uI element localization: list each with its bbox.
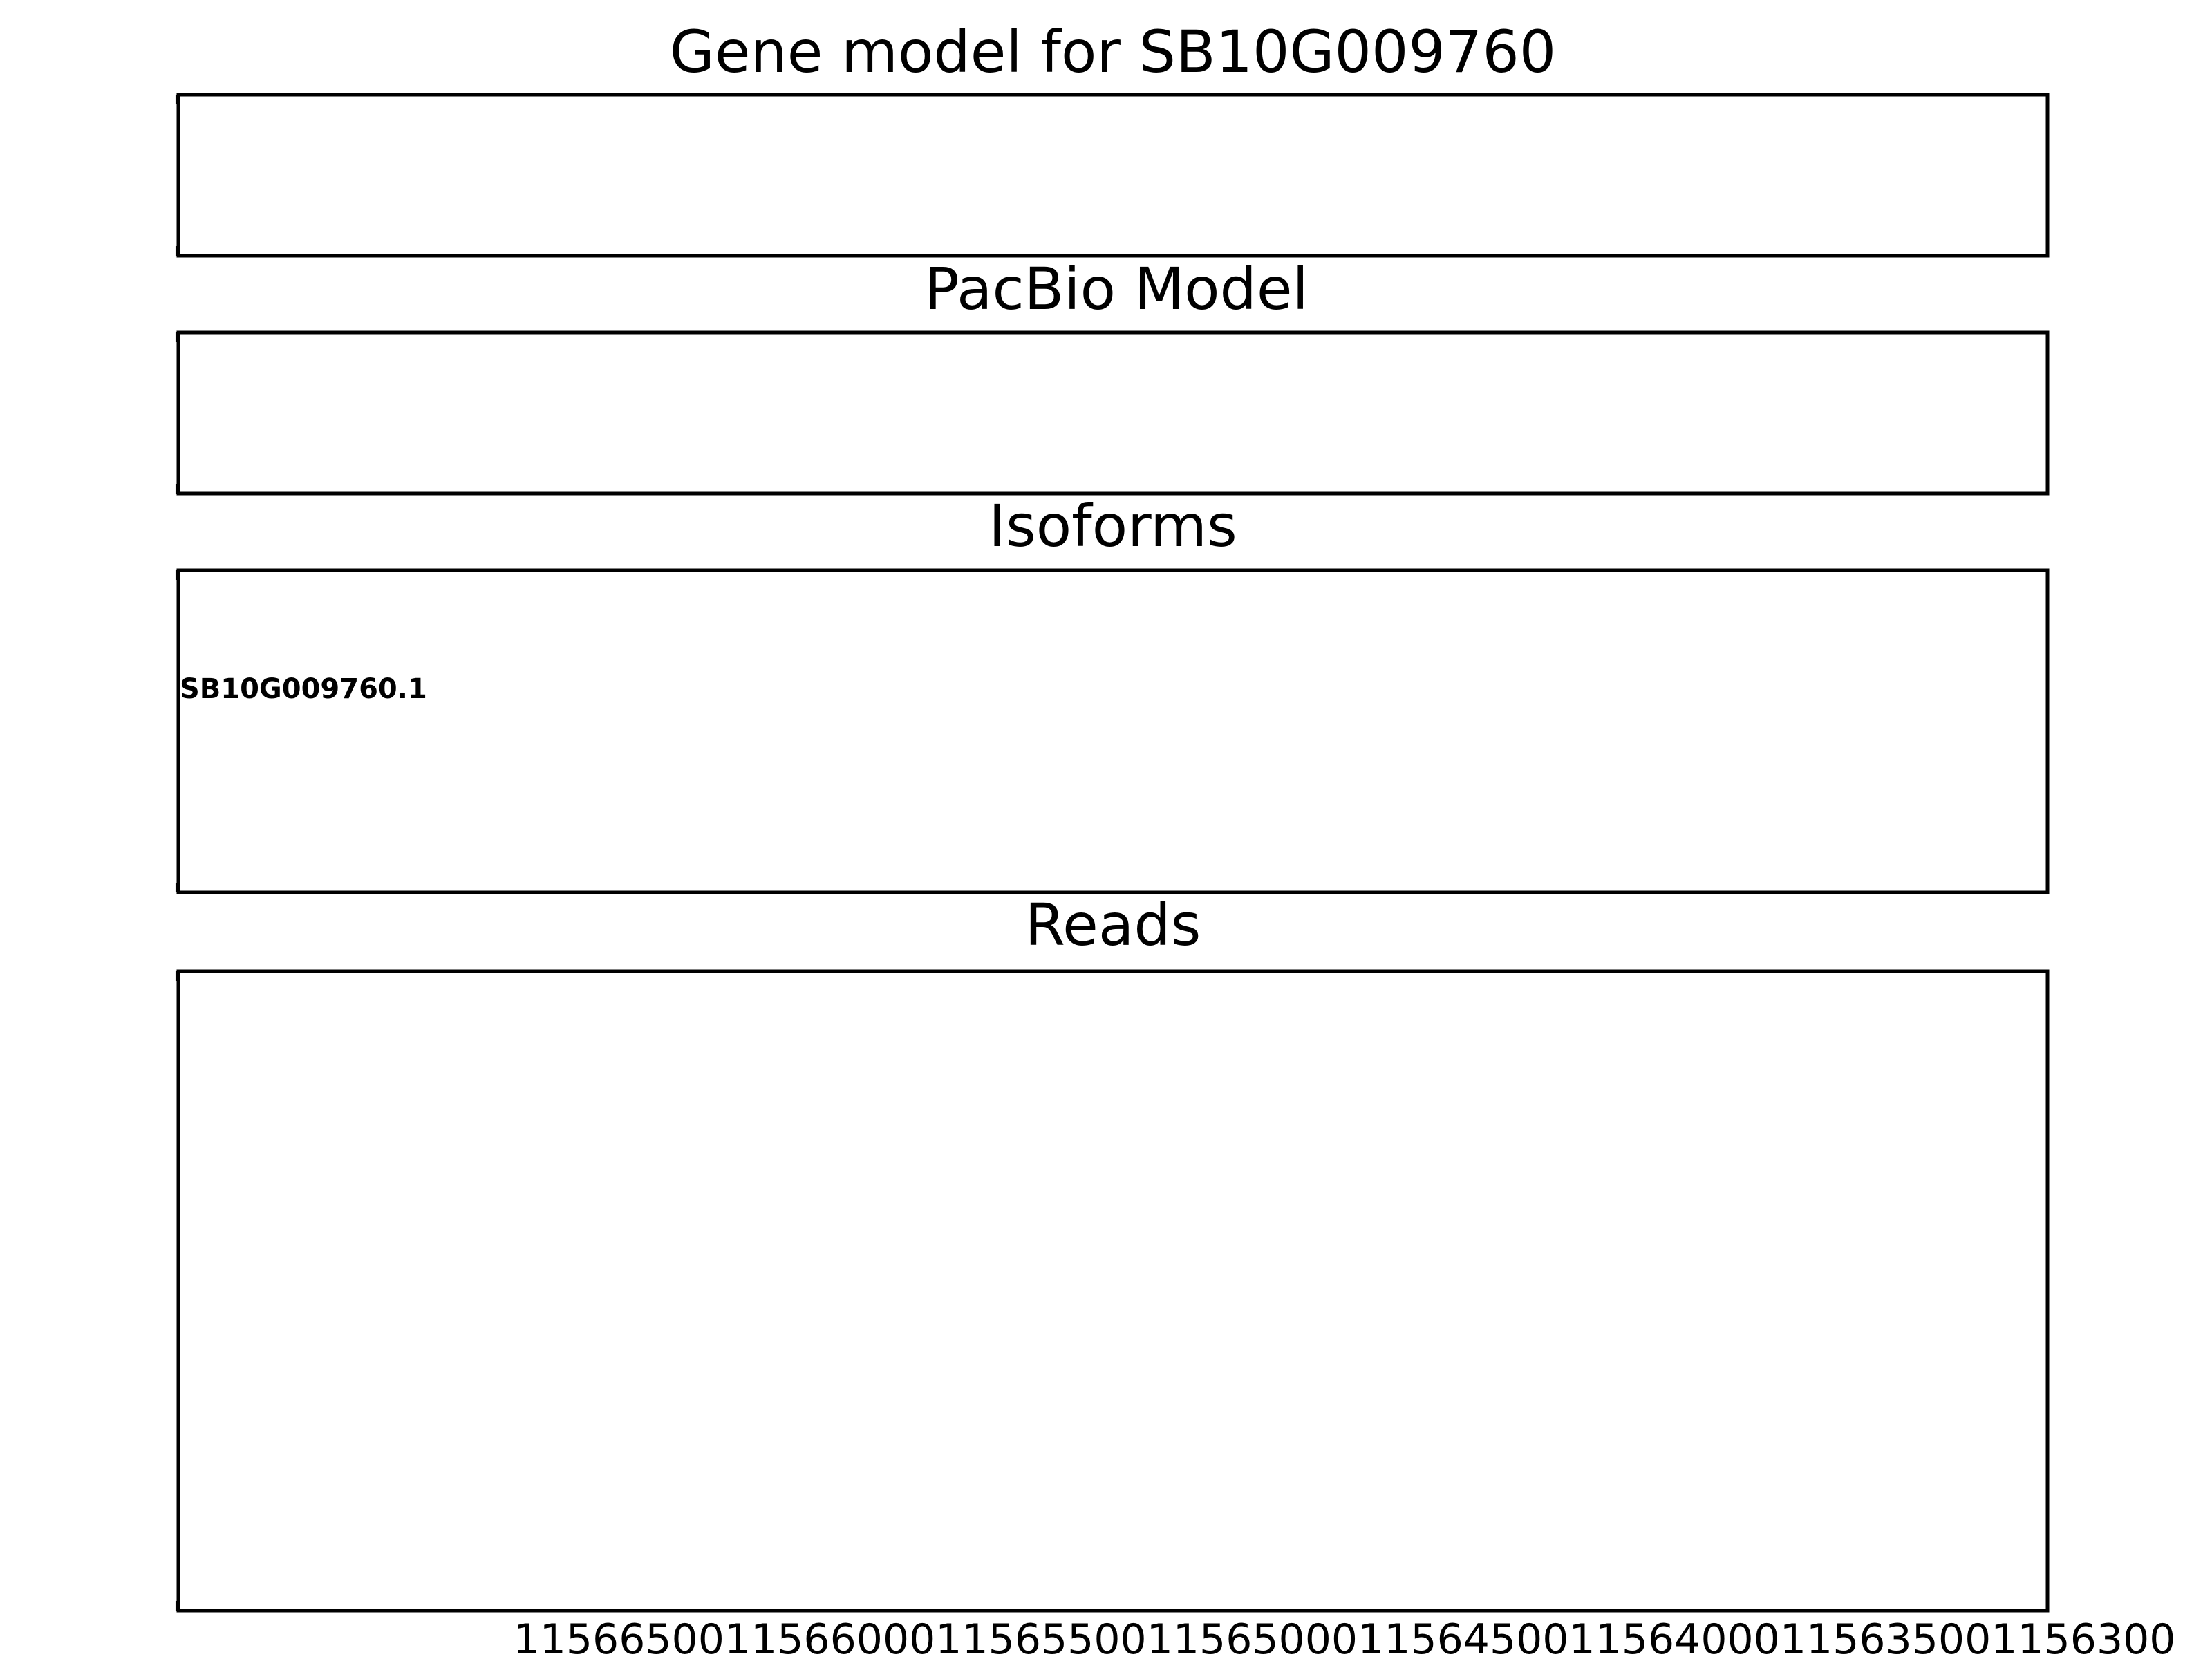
- pacbio-model-title: PacBio Model: [924, 255, 1309, 323]
- x-tick-labels: 1156650011566000115655001156500011564500…: [514, 1615, 2176, 1659]
- reads-panel: Reads: [175, 891, 2050, 1613]
- isoform-label: SB10G009760.1: [180, 673, 427, 705]
- pacbio-model-panel: PacBio Model: [175, 255, 2050, 496]
- panel-frame: [176, 93, 2050, 258]
- isoforms-title: Isoforms: [988, 492, 1237, 560]
- gene-model-panel: Gene model for SB10G009760: [175, 18, 2050, 258]
- reads-title: Reads: [1025, 891, 1201, 959]
- gene-model-title: Gene model for SB10G009760: [670, 18, 1556, 86]
- x-axis: 1156650011566000115655001156500011564500…: [514, 1615, 2176, 1659]
- panel-frame: [176, 969, 2050, 1613]
- panel-frame: [176, 568, 2050, 894]
- isoforms-panel: Isoforms SB10G009760.1: [175, 492, 2050, 894]
- panel-frame: [176, 330, 2050, 496]
